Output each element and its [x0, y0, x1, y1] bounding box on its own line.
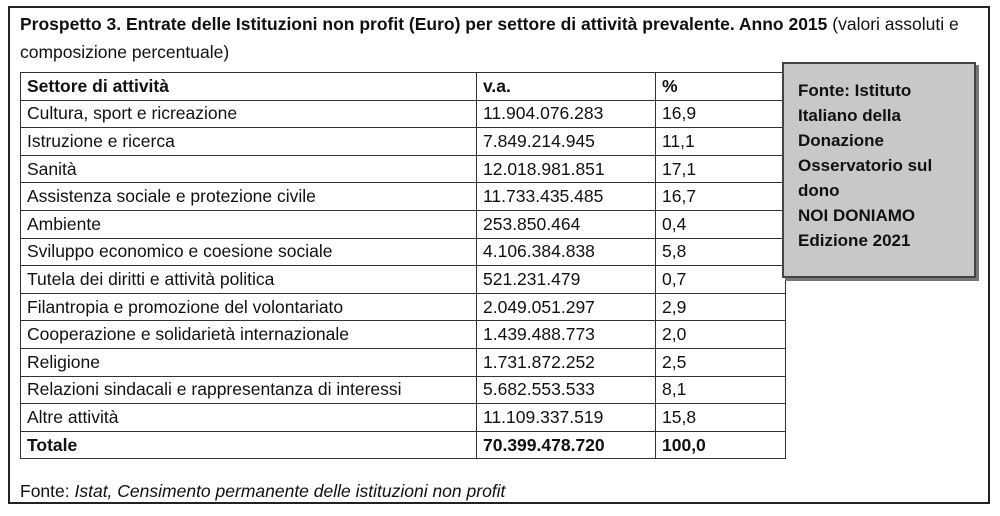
source-line: Donazione [798, 131, 884, 150]
source-line: NOI DONIAMO [798, 206, 916, 225]
cell-percent: 15,8 [655, 403, 786, 432]
table-row: Religione 1.731.872.252 2,5 [20, 347, 786, 377]
cell-percent: 5,8 [655, 237, 786, 267]
cell-sector: Assistenza sociale e protezione civile [20, 182, 477, 211]
cell-percent: 2,0 [655, 320, 786, 349]
source-line: Edizione 2021 [798, 231, 911, 250]
source-line: Osservatorio sul [798, 156, 933, 175]
cell-sector: Istruzione e ricerca [20, 127, 477, 156]
cell-percent: 2,5 [655, 347, 786, 377]
table-title: Prospetto 3. Entrate delle Istituzioni n… [20, 10, 990, 66]
table-row: Ambiente 253.850.464 0,4 [20, 209, 786, 239]
cell-sector: Tutela dei diritti e attività politica [20, 265, 477, 294]
table-row: Sanità 12.018.981.851 17,1 [20, 154, 786, 184]
cell-value: 253.850.464 [476, 209, 656, 239]
cell-sector: Filantropia e promozione del volontariat… [20, 292, 477, 322]
source-line: dono [798, 181, 840, 200]
cell-percent: 2,9 [655, 292, 786, 322]
cell-value: 1.439.488.773 [476, 320, 656, 349]
header-value: v.a. [476, 72, 656, 101]
table-row: Cooperazione e solidarietà internazional… [20, 320, 786, 349]
cell-value: 7.849.214.945 [476, 127, 656, 156]
table-row: Cultura, sport e ricreazione 11.904.076.… [20, 99, 786, 129]
source-line: Italiano della [798, 106, 901, 125]
cell-sector: Ambiente [20, 209, 477, 239]
cell-sector: Relazioni sindacali e rappresentanza di … [20, 375, 477, 405]
cell-percent: 16,7 [655, 182, 786, 211]
header-percent: % [655, 72, 786, 101]
cell-percent: 16,9 [655, 99, 786, 129]
cell-percent: 17,1 [655, 154, 786, 184]
table-row: Istruzione e ricerca 7.849.214.945 11,1 [20, 127, 786, 156]
cell-sector: Cooperazione e solidarietà internazional… [20, 320, 477, 349]
table-header-row: Settore di attività v.a. % [20, 72, 786, 101]
cell-percent: 11,1 [655, 127, 786, 156]
table-total-row: Totale 70.399.478.720 100,0 [20, 430, 786, 460]
cell-total-label: Totale [20, 430, 477, 460]
cell-percent: 0,4 [655, 209, 786, 239]
table-row: Tutela dei diritti e attività politica 5… [20, 265, 786, 294]
cell-sector: Altre attività [20, 403, 477, 432]
source-footnote: Fonte: Istat, Censimento permanente dell… [20, 480, 505, 502]
cell-percent: 0,7 [655, 265, 786, 294]
cell-value: 5.682.553.533 [476, 375, 656, 405]
cell-value: 11.904.076.283 [476, 99, 656, 129]
source-line: Fonte: Istituto [798, 81, 912, 100]
cell-value: 11.109.337.519 [476, 403, 656, 432]
source-footnote-text: Istat, Censimento permanente delle istit… [69, 481, 506, 501]
table-title-normal: (valori assoluti e composizione percentu… [20, 14, 959, 62]
cell-sector: Cultura, sport e ricreazione [20, 99, 477, 129]
table-row: Assistenza sociale e protezione civile 1… [20, 182, 786, 211]
cell-total-value: 70.399.478.720 [476, 430, 656, 460]
cell-sector: Sanità [20, 154, 477, 184]
source-footnote-label: Fonte: [20, 481, 70, 501]
table-row: Sviluppo economico e coesione sociale 4.… [20, 237, 786, 267]
table-row: Altre attività 11.109.337.519 15,8 [20, 403, 786, 432]
table-row: Relazioni sindacali e rappresentanza di … [20, 375, 786, 405]
cell-value: 12.018.981.851 [476, 154, 656, 184]
cell-value: 1.731.872.252 [476, 347, 656, 377]
cell-sector: Sviluppo economico e coesione sociale [20, 237, 477, 267]
source-callout-box: Fonte: Istituto Italiano della Donazione… [782, 62, 976, 278]
table-row: Filantropia e promozione del volontariat… [20, 292, 786, 322]
header-sector: Settore di attività [20, 72, 477, 101]
data-table: Settore di attività v.a. % Cultura, spor… [20, 72, 786, 460]
cell-total-percent: 100,0 [655, 430, 786, 460]
cell-value: 2.049.051.297 [476, 292, 656, 322]
table-title-bold: Prospetto 3. Entrate delle Istituzioni n… [20, 14, 828, 34]
cell-value: 521.231.479 [476, 265, 656, 294]
cell-value: 4.106.384.838 [476, 237, 656, 267]
cell-sector: Religione [20, 347, 477, 377]
cell-value: 11.733.435.485 [476, 182, 656, 211]
cell-percent: 8,1 [655, 375, 786, 405]
